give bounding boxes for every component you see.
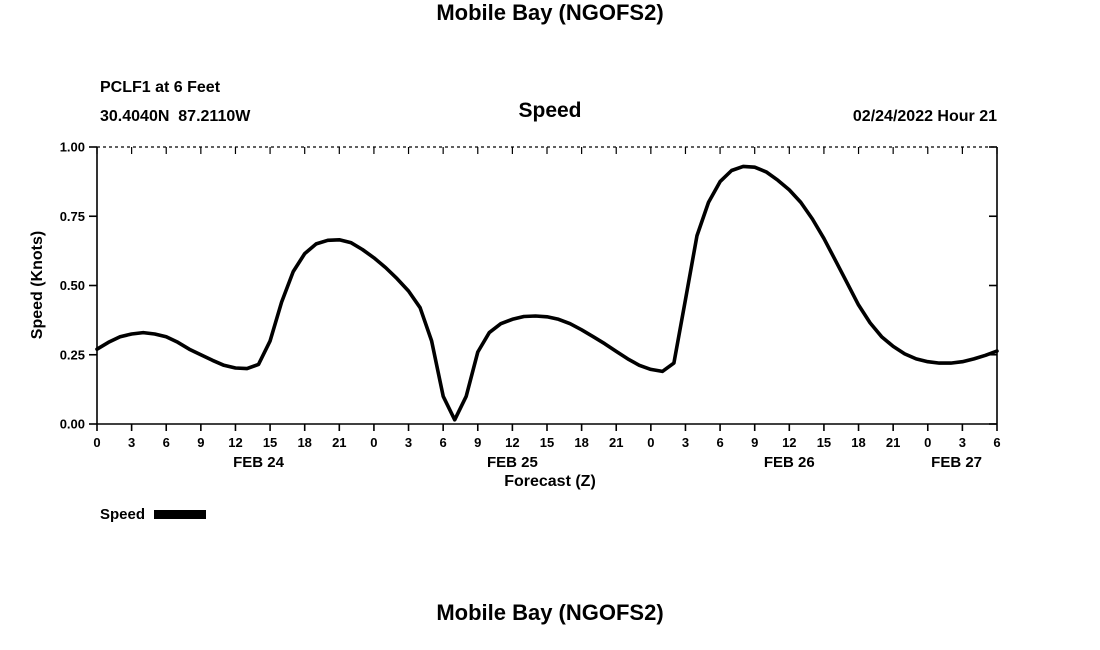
x-tick-label: 3 [405, 435, 412, 450]
x-tick-label: 21 [886, 435, 900, 450]
x-tick-label: 0 [647, 435, 654, 450]
x-tick-label: 21 [609, 435, 623, 450]
day-label: FEB 27 [931, 454, 982, 471]
legend: Speed [100, 506, 207, 523]
legend-label: Speed [100, 506, 146, 523]
x-tick-label: 12 [228, 435, 242, 450]
forecast-datetime: 02/24/2022 Hour 21 [852, 108, 997, 125]
next-page-title: Mobile Bay (NGOFS2) [436, 600, 664, 625]
station-coordinates: 30.4040N 87.2110W [100, 108, 251, 125]
y-tick-label: 1.00 [60, 140, 85, 155]
x-tick-label: 15 [540, 435, 554, 450]
y-tick-label: 0.75 [60, 209, 85, 224]
x-tick-label: 9 [751, 435, 758, 450]
x-tick-label: 9 [474, 435, 481, 450]
y-tick-label: 0.50 [60, 278, 85, 293]
x-tick-label: 3 [959, 435, 966, 450]
x-tick-label: 6 [440, 435, 447, 450]
x-tick-label: 3 [128, 435, 135, 450]
y-tick-label: 0.00 [60, 417, 85, 432]
x-tick-label: 6 [993, 435, 1000, 450]
x-axis-label: Forecast (Z) [504, 473, 596, 490]
x-tick-label: 18 [851, 435, 865, 450]
x-tick-label: 21 [332, 435, 346, 450]
y-tick-label: 0.25 [60, 347, 85, 362]
station-label: PCLF1 at 6 Feet [100, 79, 221, 96]
x-tick-label: 3 [682, 435, 689, 450]
speed-curve [95, 164, 999, 422]
y-axis-label: Speed (Knots) [29, 230, 46, 340]
day-label: FEB 24 [233, 454, 285, 471]
day-label: FEB 25 [487, 454, 538, 471]
legend-line-swatch [154, 510, 207, 519]
x-tick-label: 6 [163, 435, 170, 450]
x-tick-label: 15 [817, 435, 831, 450]
x-tick-label: 9 [197, 435, 204, 450]
x-tick-label: 12 [505, 435, 519, 450]
x-tick-label: 18 [297, 435, 311, 450]
x-tick-label: 12 [782, 435, 796, 450]
chart-title: Speed [518, 99, 582, 122]
x-tick-label: 6 [716, 435, 723, 450]
page-title: Mobile Bay (NGOFS2) [436, 0, 664, 25]
x-tick-label: 15 [263, 435, 277, 450]
x-tick-label: 0 [370, 435, 377, 450]
x-tick-label: 0 [924, 435, 931, 450]
x-tick-label: 18 [574, 435, 588, 450]
day-label: FEB 26 [764, 454, 815, 471]
x-tick-label: 0 [93, 435, 100, 450]
